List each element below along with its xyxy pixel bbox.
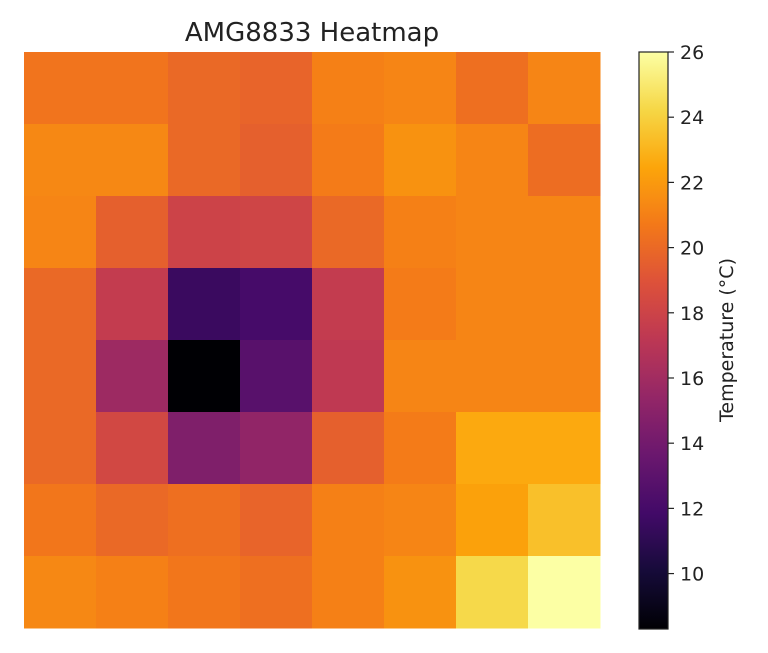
heatmap-grid — [24, 52, 601, 629]
heatmap-cell — [96, 196, 169, 269]
heatmap-cell — [24, 196, 97, 269]
heatmap-cell — [168, 124, 241, 197]
heatmap-cell — [96, 556, 169, 629]
heatmap-cell — [456, 268, 529, 341]
heatmap-cell — [240, 268, 313, 341]
colorbar-tick-label: 14 — [680, 433, 704, 455]
colorbar-tick-label: 10 — [680, 564, 704, 586]
heatmap-cell — [456, 556, 529, 629]
heatmap-cell — [312, 124, 385, 197]
heatmap-cell — [528, 556, 601, 629]
heatmap-cell — [528, 196, 601, 269]
colorbar-tick-label: 22 — [680, 172, 704, 194]
colorbar-tick-label: 18 — [680, 303, 704, 325]
colorbar-outline — [638, 51, 669, 630]
heatmap-cell — [24, 268, 97, 341]
heatmap-cell — [384, 412, 457, 485]
heatmap-cell — [240, 124, 313, 197]
heatmap-cell — [24, 484, 97, 557]
heatmap-cell — [168, 340, 241, 413]
heatmap-cell — [24, 556, 97, 629]
heatmap-cell — [384, 52, 457, 125]
heatmap-cell — [240, 484, 313, 557]
heatmap-cell — [456, 340, 529, 413]
chart-title: AMG8833 Heatmap — [185, 18, 439, 48]
heatmap-cell — [456, 196, 529, 269]
heatmap-cell — [456, 484, 529, 557]
heatmap-cell — [384, 340, 457, 413]
heatmap-cell — [312, 196, 385, 269]
heatmap-cell — [168, 268, 241, 341]
colorbar-ticks: 10 12 14 16 18 20 22 24 26 — [668, 42, 704, 586]
heatmap-cell — [528, 484, 601, 557]
heatmap-cell — [312, 52, 385, 125]
heatmap-cell — [528, 340, 601, 413]
heatmap-cell — [384, 556, 457, 629]
colorbar-tick-label: 20 — [680, 238, 704, 260]
heatmap-cell — [24, 412, 97, 485]
heatmap-cell — [168, 196, 241, 269]
heatmap-cell — [96, 484, 169, 557]
colorbar-tick-label: 26 — [680, 42, 704, 64]
heatmap-cell — [168, 52, 241, 125]
heatmap-cell — [312, 268, 385, 341]
heatmap-cell — [96, 340, 169, 413]
heatmap-cell — [96, 412, 169, 485]
heatmap-cell — [456, 124, 529, 197]
heatmap-cell — [24, 124, 97, 197]
heatmap-cell — [24, 52, 97, 125]
heatmap-cell — [240, 340, 313, 413]
heatmap-cell — [312, 484, 385, 557]
heatmap-cell — [24, 340, 97, 413]
heatmap-cell — [240, 412, 313, 485]
heatmap-cell — [240, 52, 313, 125]
heatmap-cell — [528, 412, 601, 485]
heatmap-cell — [240, 196, 313, 269]
heatmap-cell — [168, 412, 241, 485]
heatmap-cell — [384, 484, 457, 557]
colorbar-tick-label: 12 — [680, 498, 704, 520]
heatmap-cell — [96, 124, 169, 197]
heatmap-cell — [240, 556, 313, 629]
heatmap-cell — [384, 196, 457, 269]
heatmap-cell — [312, 412, 385, 485]
heatmap-cell — [384, 268, 457, 341]
colorbar-gradient — [639, 52, 668, 629]
colorbar: 10 12 14 16 18 20 22 24 26 Temperature (°C) — [638, 42, 738, 630]
heatmap-cell — [312, 556, 385, 629]
heatmap-cell — [384, 124, 457, 197]
heatmap-cell — [312, 340, 385, 413]
heatmap-cell — [528, 52, 601, 125]
heatmap-cell — [456, 412, 529, 485]
colorbar-label: Temperature (°C) — [716, 258, 738, 423]
heatmap-cell — [96, 52, 169, 125]
heatmap-cell — [528, 268, 601, 341]
heatmap-cell — [168, 484, 241, 557]
heatmap-cell — [528, 124, 601, 197]
heatmap-cell — [456, 52, 529, 125]
heatmap-cell — [96, 268, 169, 341]
colorbar-tick-label: 24 — [680, 107, 704, 129]
heatmap-cell — [168, 556, 241, 629]
colorbar-tick-label: 16 — [680, 368, 704, 390]
